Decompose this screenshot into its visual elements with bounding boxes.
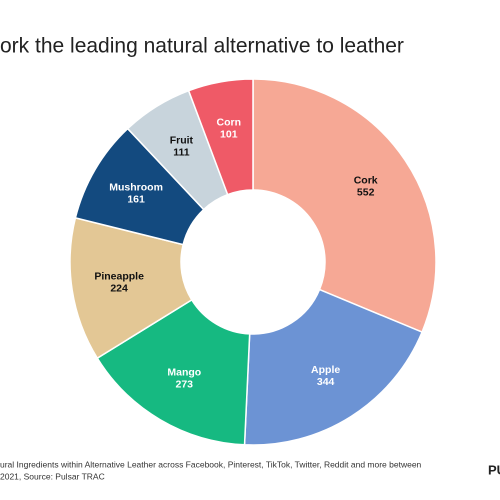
- value-label: 111: [173, 147, 190, 159]
- chart-title: ork the leading natural alternative to l…: [0, 35, 404, 58]
- footnote: ural Ingredients within Alternative Leat…: [0, 459, 422, 469]
- segment-label: Mushroom: [109, 181, 163, 193]
- segment-label: Apple: [311, 364, 340, 376]
- value-label: 161: [127, 193, 145, 205]
- segment-label: Pineapple: [94, 271, 144, 283]
- donut-segment: [96, 298, 251, 446]
- segment-label: Fruit: [170, 135, 194, 147]
- logo: PU: [488, 462, 500, 477]
- value-label: 101: [220, 128, 238, 140]
- segment-label: Mango: [167, 367, 201, 379]
- donut-segment: [243, 288, 424, 446]
- value-label: 224: [110, 283, 128, 295]
- segment-label: Corn: [217, 116, 242, 128]
- value-label: 273: [176, 379, 194, 391]
- value-label: 552: [357, 187, 375, 199]
- donut-segment: [187, 78, 254, 196]
- footnote: 2021, Source: Pulsar TRAC: [0, 471, 105, 481]
- donut-segment: [252, 78, 437, 334]
- segment-label: Cork: [354, 175, 378, 187]
- value-label: 344: [317, 376, 335, 388]
